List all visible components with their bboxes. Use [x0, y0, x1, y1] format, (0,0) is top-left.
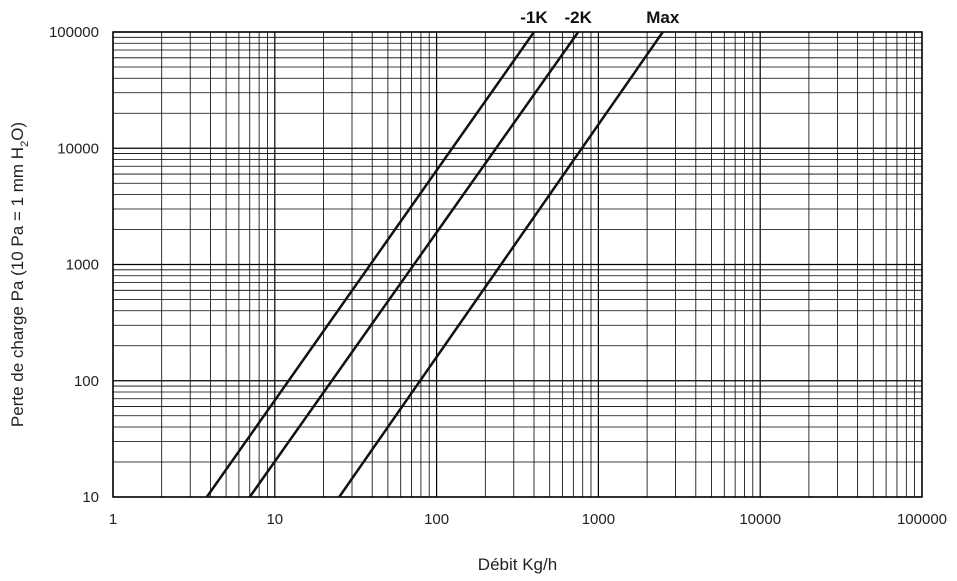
y-tick-label: 10000: [57, 140, 99, 157]
series-labels: -1K -2K Max: [520, 8, 680, 27]
y-tick-labels: 10 100 1000 10000 100000: [49, 24, 99, 506]
series-lines: [205, 31, 664, 498]
x-tick-label: 100000: [897, 511, 947, 528]
series-line: [338, 31, 664, 498]
y-axis-title-main: Perte de charge Pa (10 Pa = 1 mm H: [8, 147, 27, 427]
series-line: [205, 31, 536, 498]
x-tick-label: 10: [266, 511, 283, 528]
x-tick-label: 10000: [739, 511, 781, 528]
y-tick-label: 1000: [66, 257, 99, 274]
y-tick-label: 100000: [49, 24, 99, 41]
series-label: -1K: [520, 8, 548, 27]
y-axis-title-subscript: 2: [19, 141, 31, 147]
x-tick-label: 1000: [582, 511, 615, 528]
x-tick-label: 1: [109, 511, 117, 528]
series-label: Max: [646, 8, 680, 27]
y-tick-label: 100: [74, 373, 99, 390]
x-axis-title: Débit Kg/h: [478, 555, 557, 574]
series-label: -2K: [564, 8, 592, 27]
y-tick-label: 10: [82, 489, 99, 506]
plot-frame: [112, 31, 923, 498]
y-axis-title: Perte de charge Pa (10 Pa = 1 mm H2O): [8, 122, 31, 427]
y-axis-title-end: O): [8, 122, 27, 141]
series-line: [248, 31, 580, 498]
x-tick-labels: 1 10 100 1000 10000 100000: [109, 511, 947, 528]
x-tick-label: 100: [424, 511, 449, 528]
